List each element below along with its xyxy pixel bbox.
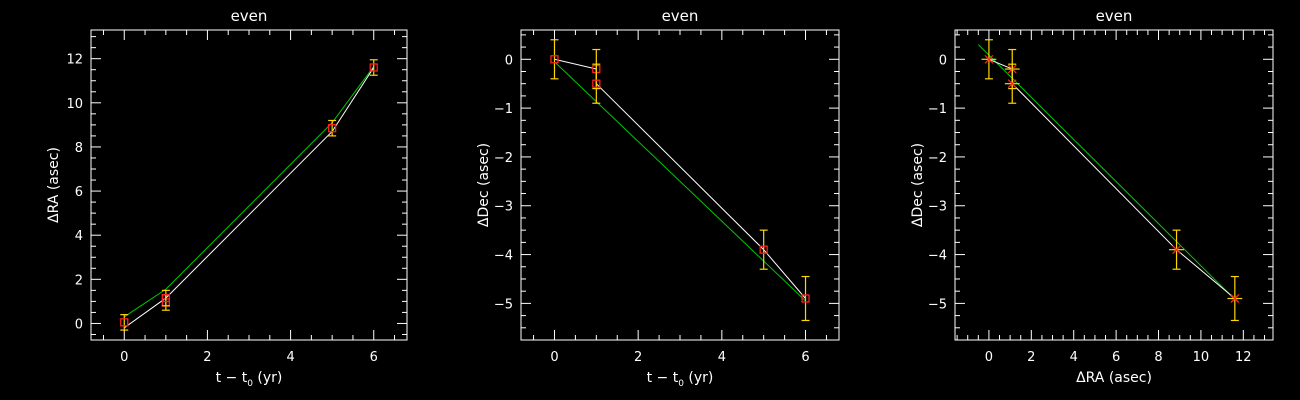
fit-line bbox=[123, 66, 375, 318]
data-point bbox=[1004, 63, 1020, 104]
y-tick-label: −1 bbox=[494, 102, 513, 117]
square-marker bbox=[592, 79, 601, 88]
y-tick-label: 6 bbox=[75, 185, 83, 200]
y-tick-label: −2 bbox=[494, 151, 513, 166]
square-marker bbox=[161, 293, 170, 303]
x-axis-label-main: t − t bbox=[216, 370, 248, 386]
y-tick-label: −4 bbox=[928, 249, 947, 264]
y-tick-label: −2 bbox=[928, 151, 947, 166]
cross-marker bbox=[1230, 294, 1240, 303]
y-tick-label: −1 bbox=[928, 102, 947, 117]
square-marker bbox=[369, 63, 378, 72]
x-tick-label: 4 bbox=[718, 350, 726, 365]
x-tick-label: 6 bbox=[370, 350, 378, 365]
chart-title: even bbox=[662, 7, 699, 25]
plot-frame bbox=[954, 29, 1274, 341]
x-tick-label: 0 bbox=[550, 350, 558, 365]
square-marker bbox=[120, 318, 129, 327]
x-tick-label: 0 bbox=[120, 350, 128, 365]
data-point bbox=[801, 275, 810, 322]
x-tick-label: 8 bbox=[1154, 350, 1162, 365]
y-tick-label: 12 bbox=[66, 53, 83, 68]
data-line bbox=[123, 67, 375, 329]
y-tick-label: −5 bbox=[928, 297, 947, 312]
square-marker bbox=[328, 124, 337, 133]
x-tick-label: 0 bbox=[985, 350, 993, 365]
y-tick-label: −5 bbox=[494, 297, 513, 312]
data-point bbox=[592, 63, 601, 104]
chart-panel-3: even 0 2 4 6 8 10 12 0 −1 −2 −3 −4 −5 ΔRA (asec) ΔDec (… bbox=[910, 7, 1274, 386]
x-tick-label: 2 bbox=[203, 350, 211, 365]
x-tick-label: 2 bbox=[1027, 350, 1035, 365]
chart-title: even bbox=[1096, 7, 1133, 25]
data-point bbox=[1169, 229, 1184, 270]
y-tick-label: 8 bbox=[75, 141, 83, 156]
cross-marker bbox=[984, 54, 994, 64]
fit-line bbox=[977, 44, 1236, 300]
data-point bbox=[759, 229, 768, 270]
x-axis-label-subscript: 0 bbox=[678, 379, 684, 389]
y-tick-label: 10 bbox=[66, 97, 83, 112]
x-tick-label: 6 bbox=[1112, 350, 1120, 365]
data-point bbox=[161, 289, 170, 307]
y-tick-label: −3 bbox=[928, 200, 947, 215]
square-marker bbox=[759, 245, 768, 254]
x-tick-label: 12 bbox=[1235, 350, 1252, 365]
y-tick-label: 4 bbox=[75, 229, 83, 244]
square-marker bbox=[801, 294, 810, 303]
y-tick-label: 0 bbox=[75, 317, 83, 332]
x-axis-label-tail: (yr) bbox=[253, 370, 282, 386]
x-tick-label: 4 bbox=[1070, 350, 1078, 365]
y-tick-label: 0 bbox=[939, 53, 947, 68]
x-tick-label: 2 bbox=[634, 350, 642, 365]
x-axis-label: t − t0 (yr) bbox=[216, 370, 283, 389]
x-axis-label-subscript: 0 bbox=[247, 379, 253, 389]
x-axis-label: ΔRA (asec) bbox=[1076, 370, 1152, 386]
x-axis-label: t − t0 (yr) bbox=[647, 370, 714, 389]
y-axis-label: ΔDec (asec) bbox=[910, 143, 926, 227]
data-point bbox=[981, 39, 997, 80]
x-axis-label-main: t − t bbox=[647, 370, 679, 386]
y-axis-label: ΔRA (asec) bbox=[46, 147, 62, 223]
y-tick-label: −3 bbox=[494, 200, 513, 215]
x-axis-label-tail: (yr) bbox=[684, 370, 713, 386]
x-tick-label: 4 bbox=[286, 350, 294, 365]
cross-marker bbox=[1172, 245, 1181, 255]
x-tick-label: 10 bbox=[1193, 350, 1210, 365]
chart-title: even bbox=[231, 7, 268, 25]
y-tick-label: 0 bbox=[505, 53, 513, 68]
square-marker bbox=[550, 55, 559, 64]
y-axis-label: ΔDec (asec) bbox=[476, 143, 492, 227]
x-tick-label: 6 bbox=[801, 350, 809, 365]
y-tick-label: 2 bbox=[75, 273, 83, 288]
y-tick-label: −4 bbox=[494, 249, 513, 264]
data-point bbox=[550, 39, 559, 80]
data-point bbox=[120, 314, 129, 331]
cross-marker bbox=[1007, 79, 1017, 89]
data-point bbox=[328, 119, 337, 137]
data-point bbox=[369, 59, 378, 76]
data-point bbox=[1227, 275, 1243, 322]
